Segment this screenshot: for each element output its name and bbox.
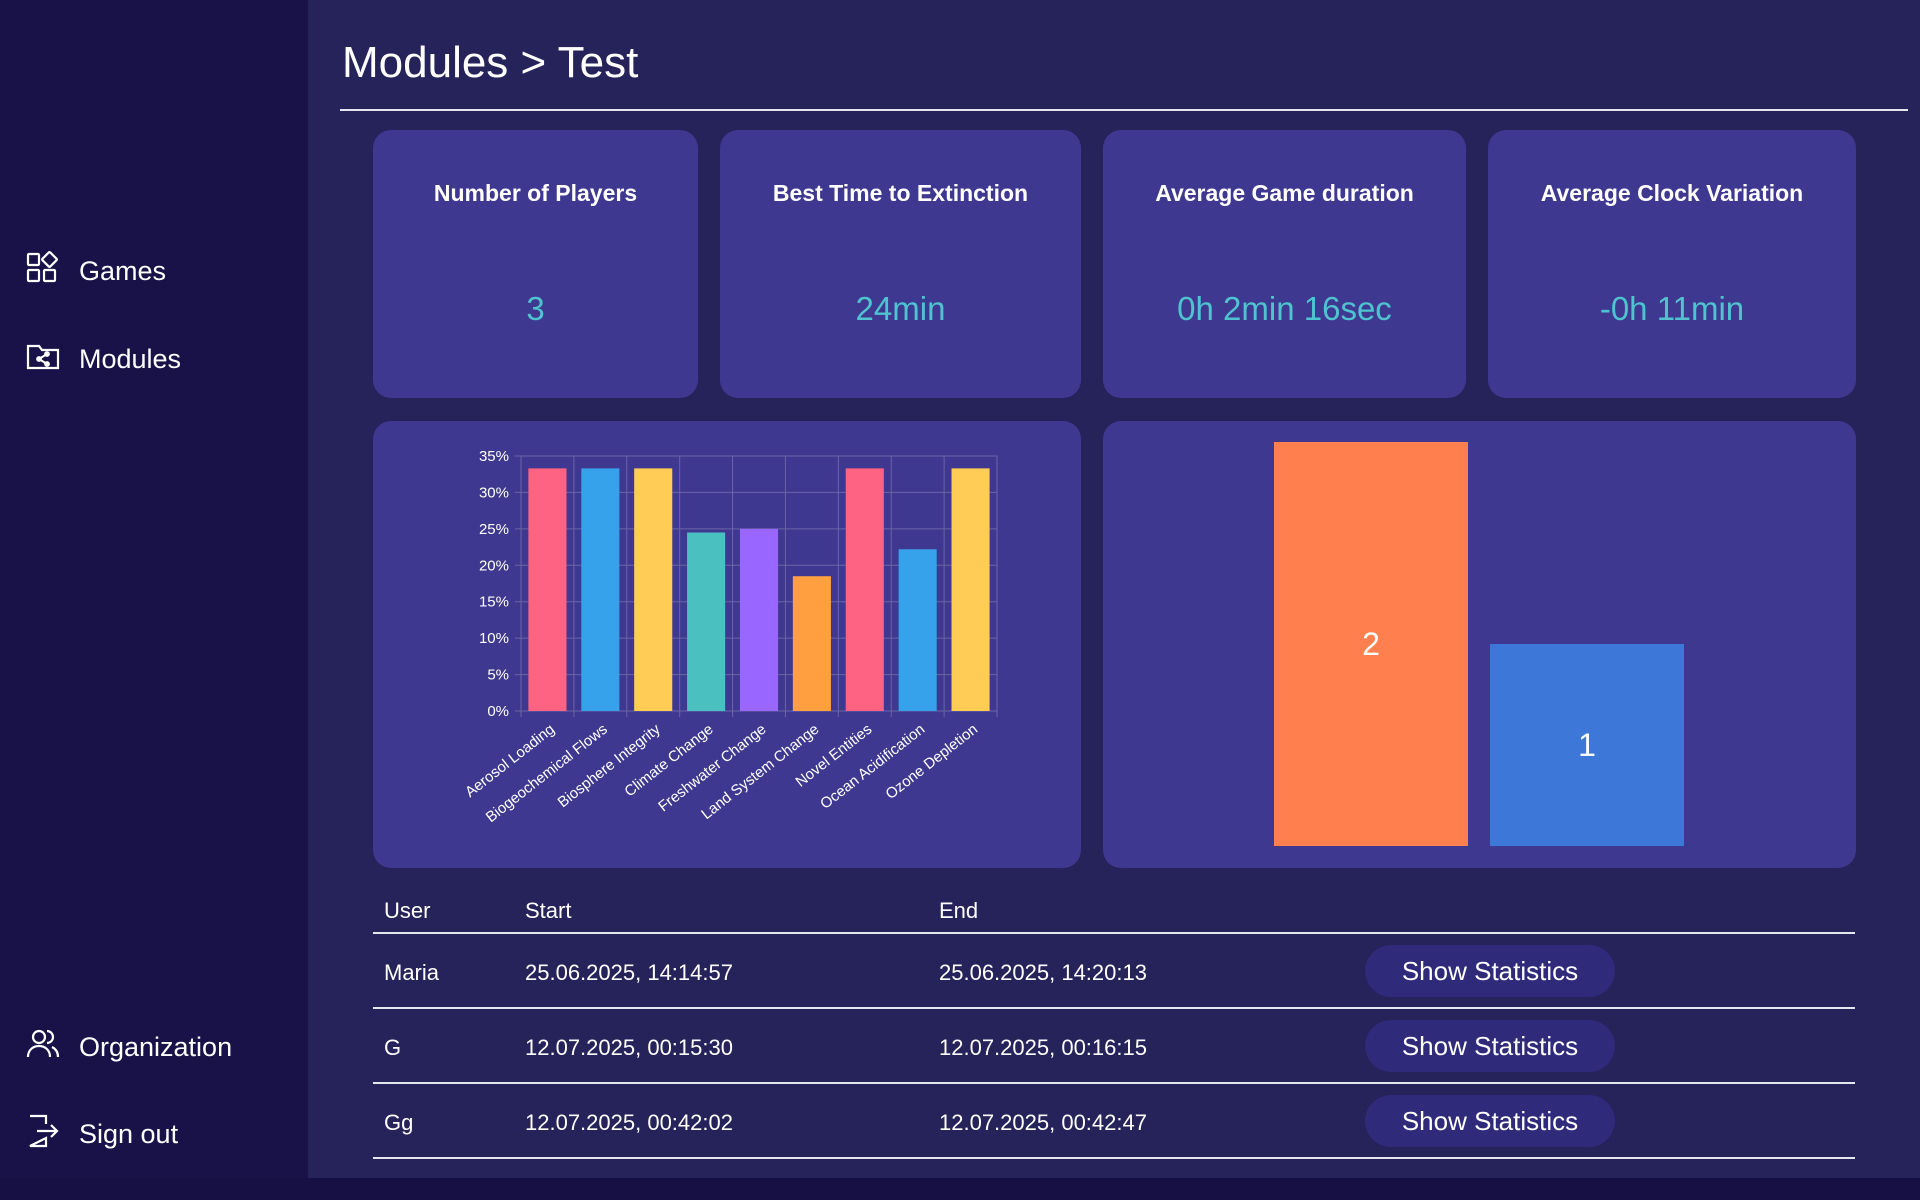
bar — [581, 468, 620, 711]
x-tick-label: Climate Change — [621, 721, 716, 801]
sidebar-item-games[interactable]: Games — [25, 249, 166, 293]
bar — [1490, 644, 1684, 846]
show-statistics-button[interactable]: Show Statistics — [1365, 1020, 1615, 1072]
table-divider — [373, 1007, 1855, 1009]
y-tick-label: 5% — [487, 667, 509, 684]
users-icon — [25, 1026, 61, 1069]
y-tick-label: 35% — [479, 448, 509, 465]
cell-end: 12.07.2025, 00:16:15 — [939, 1035, 1147, 1060]
sign-out-icon — [25, 1113, 61, 1156]
games-grid-icon — [25, 250, 61, 293]
sidebar: Games Modules Organization — [0, 0, 308, 1178]
stat-label: Number of Players — [433, 180, 638, 206]
y-tick-label: 30% — [479, 484, 509, 501]
x-tick-label: Aerosol Loading — [462, 721, 558, 801]
sidebar-item-sign-out[interactable]: Sign out — [25, 1112, 178, 1156]
cell-user: Gg — [384, 1110, 414, 1135]
table-divider — [373, 1157, 1855, 1159]
bar — [687, 532, 726, 711]
stat-label: Average Game duration — [1155, 180, 1414, 206]
cell-start: 12.07.2025, 00:15:30 — [525, 1035, 733, 1060]
bar — [845, 468, 884, 711]
y-tick-label: 25% — [479, 521, 509, 538]
cell-start: 25.06.2025, 14:14:57 — [525, 960, 733, 985]
sidebar-item-label: Modules — [79, 343, 182, 374]
stat-card-average-duration: Average Game duration 0h 2min 16sec — [1103, 130, 1466, 398]
bar — [898, 549, 937, 711]
cell-end: 12.07.2025, 00:42:47 — [939, 1110, 1147, 1135]
cell-start: 12.07.2025, 00:42:02 — [525, 1110, 733, 1135]
column-header-end: End — [939, 898, 979, 923]
table-divider — [373, 932, 1855, 934]
column-header-user: User — [384, 898, 431, 923]
x-tick-label: Ozone Depletion — [882, 721, 981, 803]
stat-label: Best Time to Extinction — [772, 180, 1029, 206]
sidebar-item-organization[interactable]: Organization — [25, 1025, 232, 1069]
show-statistics-button[interactable]: Show Statistics — [1365, 1095, 1615, 1147]
stat-value: 0h 2min 16sec — [1177, 290, 1392, 327]
page-title: Modules > Test — [342, 38, 639, 87]
bar — [528, 468, 567, 711]
table-divider — [373, 1082, 1855, 1084]
stat-label: Average Clock Variation — [1540, 180, 1804, 206]
bar-value-label: 1 — [1578, 727, 1596, 763]
column-header-start: Start — [525, 898, 572, 923]
stat-value: 3 — [526, 290, 545, 327]
bar — [792, 576, 831, 711]
title-divider — [340, 109, 1908, 111]
bar — [951, 468, 990, 711]
cell-user: Maria — [384, 960, 440, 985]
y-tick-label: 0% — [487, 703, 509, 720]
boundary-bar-chart: 0%5%10%15%20%25%30%35%Aerosol LoadingBio… — [462, 448, 998, 826]
sidebar-item-label: Organization — [79, 1031, 233, 1062]
boundary-bar-chart-card: 0% 5% 10% 15% 20% 25% 30% 35% Aerosol Loading Bio… — [373, 421, 1081, 868]
sidebar-item-label: Games — [79, 255, 167, 286]
y-tick-label: 15% — [479, 594, 509, 611]
stat-value: -0h 11min — [1599, 290, 1745, 327]
y-tick-label: 20% — [479, 557, 509, 574]
stat-card-best-time: Best Time to Extinction 24min — [720, 130, 1081, 398]
bar — [634, 468, 673, 711]
players-bar-chart: 21 — [1274, 442, 1684, 846]
bar — [739, 528, 779, 711]
stat-value: 24min — [855, 290, 946, 327]
cell-end: 25.06.2025, 14:20:13 — [939, 960, 1147, 985]
show-statistics-button[interactable]: Show Statistics — [1365, 945, 1615, 997]
sidebar-item-label: Sign out — [79, 1118, 179, 1149]
bottom-strip — [0, 1178, 1920, 1200]
sidebar-item-modules[interactable]: Modules — [25, 337, 181, 381]
cell-user: G — [384, 1035, 402, 1060]
bar-value-label: 2 — [1362, 626, 1380, 662]
stat-card-clock-variation: Average Clock Variation -0h 11min — [1488, 130, 1856, 398]
bar — [1274, 442, 1468, 846]
stat-card-players: Number of Players 3 — [373, 130, 698, 398]
y-tick-label: 10% — [479, 630, 509, 647]
table-header: User Start End — [373, 890, 1855, 932]
folder-share-icon — [25, 338, 61, 381]
